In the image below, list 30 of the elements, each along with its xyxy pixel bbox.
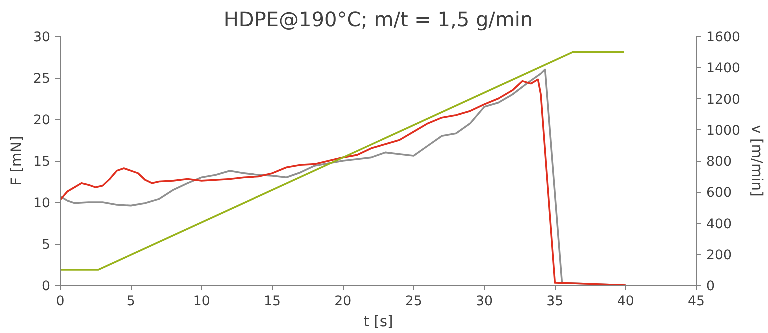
y2-tick-label: 200 <box>706 248 732 264</box>
y-tick-label: 10 <box>34 196 51 212</box>
y2-tick-label: 1200 <box>706 92 740 108</box>
y2-tick-label: 1600 <box>706 30 740 46</box>
x-tick-label: 45 <box>688 294 705 310</box>
y2-tick-label: 1000 <box>706 124 740 139</box>
y-axis-title: F [mN] <box>8 136 26 186</box>
x-tick-label: 15 <box>264 294 281 310</box>
y-tick-label: 25 <box>34 72 51 87</box>
y2-tick-label: 1400 <box>706 62 740 77</box>
x-tick-label: 20 <box>334 294 352 310</box>
y2-tick-label: 0 <box>706 280 715 294</box>
x-tick-label: 0 <box>56 294 65 310</box>
x-axis-title: t [s] <box>364 314 394 330</box>
x-tick-label: 30 <box>476 294 493 310</box>
x-tick-label: 5 <box>126 294 136 310</box>
x-tick-label: 25 <box>405 294 422 310</box>
y2-axis-title: v [m/min] <box>748 125 766 197</box>
y2-tick-label: 800 <box>706 155 732 170</box>
y-tick-label: 15 <box>34 155 51 170</box>
y-tick-label: 0 <box>42 280 51 294</box>
x-tick-label: 10 <box>193 294 210 310</box>
chart-title: HDPE@190°C; m/t = 1,5 g/min <box>224 8 534 32</box>
y-tick-label: 30 <box>34 30 51 46</box>
y-tick-label: 5 <box>42 238 51 253</box>
x-tick-label: 35 <box>546 294 564 310</box>
x-tick-label: 40 <box>617 294 634 310</box>
y-tick-label: 20 <box>34 114 51 128</box>
y2-tick-label: 400 <box>706 217 732 232</box>
y2-tick-label: 600 <box>706 186 732 202</box>
